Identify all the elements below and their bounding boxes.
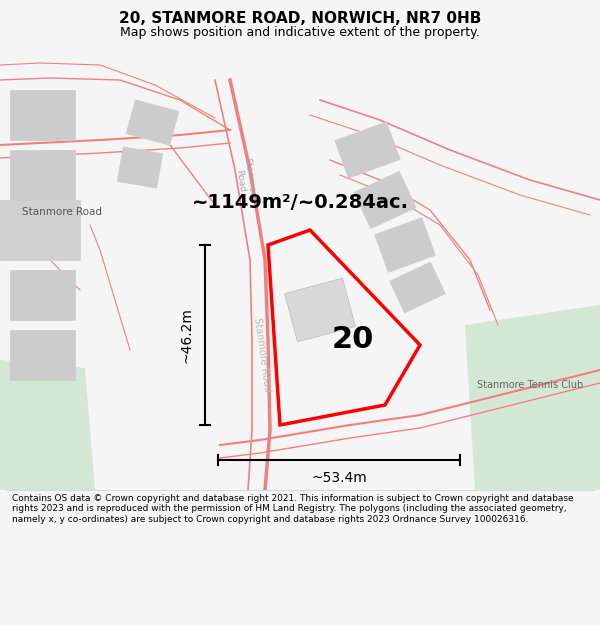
Text: Stanmore Road: Stanmore Road <box>252 317 272 393</box>
Polygon shape <box>10 330 75 380</box>
Text: ~46.2m: ~46.2m <box>180 307 194 363</box>
Text: ~1149m²/~0.284ac.: ~1149m²/~0.284ac. <box>191 192 409 211</box>
Polygon shape <box>390 262 445 313</box>
Polygon shape <box>0 200 80 260</box>
Text: Map shows position and indicative extent of the property.: Map shows position and indicative extent… <box>120 26 480 39</box>
Text: Stanmore
Road: Stanmore Road <box>232 157 257 203</box>
Polygon shape <box>126 100 179 145</box>
Text: Contains OS data © Crown copyright and database right 2021. This information is : Contains OS data © Crown copyright and d… <box>12 494 574 524</box>
Polygon shape <box>284 278 355 342</box>
Text: Stanmore Road: Stanmore Road <box>22 207 102 217</box>
Polygon shape <box>10 90 75 140</box>
Text: Stanmore Tennis Club: Stanmore Tennis Club <box>477 380 583 390</box>
Polygon shape <box>10 150 75 200</box>
Polygon shape <box>0 360 95 490</box>
Polygon shape <box>335 122 400 178</box>
Text: ~53.4m: ~53.4m <box>311 471 367 485</box>
Polygon shape <box>354 171 416 229</box>
Polygon shape <box>10 270 75 320</box>
Polygon shape <box>465 305 600 490</box>
Polygon shape <box>374 217 436 272</box>
Polygon shape <box>117 147 163 188</box>
Text: 20: 20 <box>331 326 374 354</box>
Text: 20, STANMORE ROAD, NORWICH, NR7 0HB: 20, STANMORE ROAD, NORWICH, NR7 0HB <box>119 11 481 26</box>
